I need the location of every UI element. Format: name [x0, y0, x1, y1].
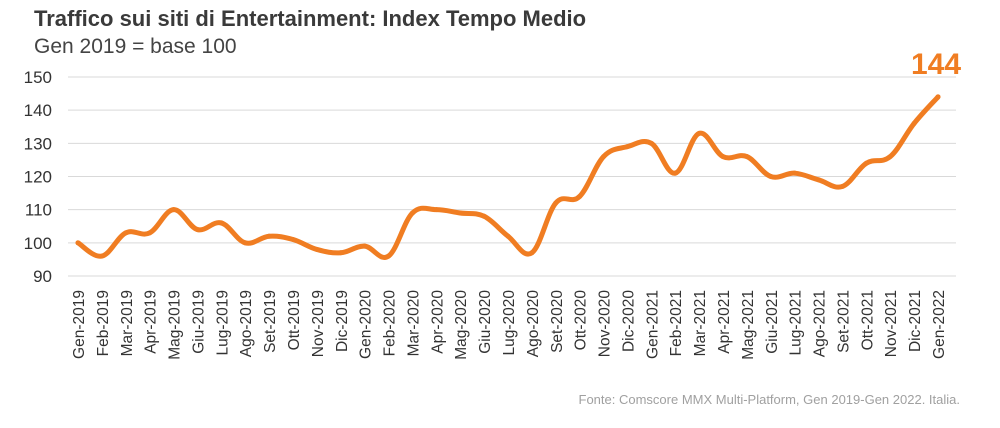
data-point — [768, 174, 774, 179]
x-tick-label: Mar-2020 — [405, 290, 422, 357]
x-tick-label: Apr-2020 — [429, 290, 446, 354]
data-point — [792, 170, 798, 176]
data-point — [171, 207, 177, 213]
x-tick-label: Giu-2021 — [764, 290, 781, 354]
x-tick-label: Dic-2021 — [907, 290, 924, 352]
x-tick-label: Feb-2019 — [95, 290, 112, 356]
y-tick-label: 90 — [33, 267, 52, 286]
data-point — [911, 120, 917, 126]
x-tick-label: Gen-2022 — [931, 290, 948, 359]
x-tick-label: Mag-2021 — [740, 290, 757, 360]
y-tick-label: 110 — [25, 201, 52, 220]
data-point — [386, 253, 392, 259]
data-point — [839, 183, 845, 189]
x-tick-label: Gen-2019 — [71, 290, 88, 359]
data-point — [577, 193, 583, 199]
x-tick-label: Mar-2021 — [692, 290, 709, 356]
x-tick-label: Nov-2020 — [597, 290, 614, 358]
data-point — [433, 207, 439, 213]
data-point — [314, 246, 320, 252]
x-tick-label: Ago-2019 — [238, 290, 255, 357]
x-tick-label: Mar-2019 — [119, 290, 136, 356]
x-tick-label: Ott-2019 — [286, 290, 303, 350]
chart-title: Traffico sui siti di Entertainment: Inde… — [34, 6, 587, 31]
data-point — [266, 233, 272, 239]
data-point — [123, 230, 129, 236]
x-tick-label: Set-2021 — [835, 290, 852, 353]
x-tick-label: Feb-2020 — [382, 290, 399, 357]
x-tick-label: Set-2020 — [549, 290, 566, 353]
y-tick-label: 150 — [24, 68, 52, 87]
x-tick-label: Feb-2021 — [668, 290, 685, 356]
y-axis: 90 100 110 120 130 140 150 — [24, 68, 52, 286]
data-point — [147, 230, 153, 236]
x-tick-label: Gen-2021 — [644, 290, 661, 359]
y-tick-label: 100 — [24, 234, 52, 253]
x-tick-label: Dic-2020 — [620, 290, 637, 352]
chart-subtitle: Gen 2019 = base 100 — [34, 35, 237, 58]
x-tick-label: Lug-2019 — [214, 290, 231, 356]
x-tick-label: Nov-2019 — [310, 290, 327, 357]
data-point — [409, 210, 415, 216]
x-tick-label: Apr-2021 — [716, 290, 733, 354]
x-tick-label: Ott-2020 — [573, 290, 590, 351]
data-point — [194, 227, 200, 233]
data-point — [624, 144, 630, 150]
series: 144 — [75, 48, 961, 260]
data-point — [218, 220, 224, 226]
data-point — [744, 154, 750, 160]
x-tick-label: Set-2019 — [262, 290, 279, 353]
data-point — [481, 213, 487, 219]
x-tick-label: Giu-2019 — [190, 290, 207, 354]
data-point — [887, 154, 893, 160]
data-point — [648, 140, 654, 146]
x-tick-label: Mag-2019 — [167, 290, 184, 360]
x-tick-label: Ago-2021 — [812, 290, 829, 357]
data-point — [505, 233, 511, 239]
data-point — [601, 154, 607, 160]
x-tick-label: Ago-2020 — [525, 290, 542, 358]
x-tick-label: Ott-2021 — [859, 290, 876, 350]
x-tick-label: Lug-2020 — [501, 290, 518, 356]
data-point — [553, 200, 559, 206]
data-point — [99, 253, 105, 259]
x-tick-label: Dic-2019 — [334, 290, 351, 352]
y-tick-label: 130 — [24, 134, 52, 153]
data-point — [696, 130, 702, 136]
x-axis: Gen-2019 Feb-2019 Mar-2019 Apr-2019 Mag-2019… — [71, 290, 948, 360]
data-point — [816, 177, 822, 183]
x-tick-label: Nov-2021 — [883, 290, 900, 357]
end-value-label: 144 — [911, 48, 961, 81]
data-point — [529, 250, 535, 256]
data-point — [290, 237, 296, 243]
y-tick-label: 140 — [24, 101, 52, 120]
data-point — [720, 154, 726, 160]
data-point — [863, 160, 869, 166]
data-point — [457, 210, 463, 216]
data-point — [362, 243, 368, 249]
series-line — [75, 94, 941, 260]
x-tick-label: Mag-2020 — [453, 290, 470, 360]
gridlines — [68, 76, 956, 277]
data-point — [672, 170, 678, 176]
source-note: Fonte: Comscore MMX Multi-Platform, Gen … — [578, 392, 961, 407]
x-tick-label: Lug-2021 — [788, 290, 805, 356]
x-tick-label: Apr-2019 — [143, 290, 160, 354]
x-tick-label: Giu-2020 — [477, 290, 494, 354]
data-point — [338, 250, 344, 256]
data-point — [242, 240, 248, 246]
data-point — [75, 240, 81, 246]
data-point — [935, 94, 941, 100]
y-tick-label: 120 — [24, 168, 52, 187]
x-tick-label: Gen-2020 — [358, 290, 375, 359]
